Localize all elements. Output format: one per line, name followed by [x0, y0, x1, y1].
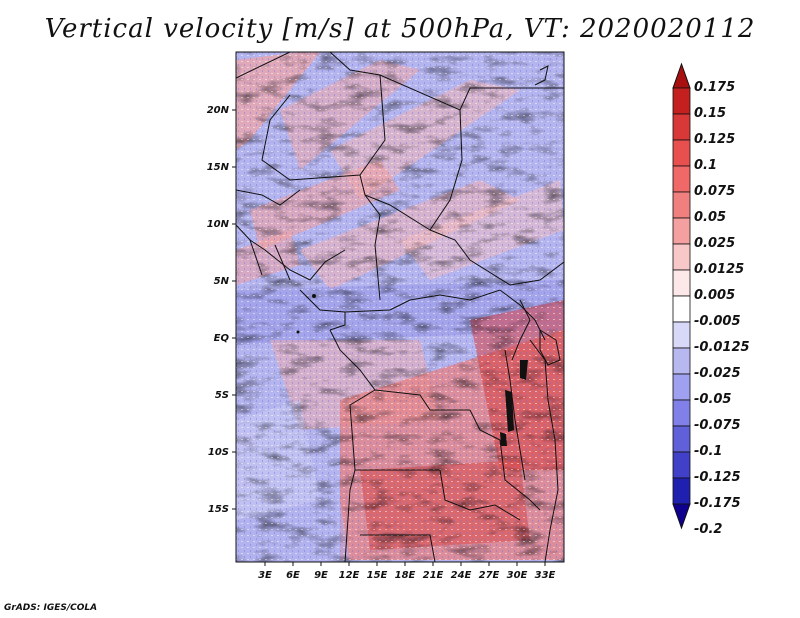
lakes — [296, 294, 528, 446]
lon-label: 6E — [286, 570, 300, 581]
lon-label: 30E — [507, 570, 528, 581]
colorbar-top-arrow — [672, 62, 691, 89]
colorbar-segment — [672, 399, 691, 427]
colorbar-segment — [672, 451, 691, 479]
colorbar-label: -0.125 — [694, 470, 741, 485]
colorbar-label: -0.0125 — [694, 340, 750, 355]
lon-label: 33E — [535, 570, 556, 581]
colorbar-label: -0.2 — [694, 522, 723, 537]
lon-label: 27E — [479, 570, 500, 581]
colorbar-label: 0.075 — [694, 184, 736, 199]
colorbar-label: 0.125 — [694, 132, 736, 147]
colorbar-bottom-arrow — [672, 503, 691, 530]
colorbar-segment — [672, 139, 691, 167]
colorbar-segment — [672, 87, 691, 115]
colorbar-label: -0.075 — [694, 418, 741, 433]
lon-label: 12E — [339, 570, 360, 581]
lon-label: 9E — [314, 570, 328, 581]
colorbar-label: -0.1 — [694, 444, 723, 459]
colorbar-label: -0.05 — [694, 392, 732, 407]
lon-label: 18E — [395, 570, 416, 581]
colorbar-segment — [672, 191, 691, 219]
lat-label: EQ — [214, 333, 230, 344]
map-frame — [235, 51, 565, 563]
colorbar-label: -0.025 — [694, 366, 741, 381]
colorbar-segment — [672, 425, 691, 453]
grads-credit: GrADS: IGES/COLA — [4, 603, 98, 613]
colorbar-segment — [672, 243, 691, 271]
colorbar-segment — [672, 373, 691, 401]
colorbar-label: 0.005 — [694, 288, 736, 303]
colorbar-segment — [672, 321, 691, 349]
colorbar-segment — [672, 269, 691, 297]
lon-label: 3E — [258, 570, 272, 581]
colorbar-label: 0.15 — [694, 106, 727, 121]
colorbar-label: 0.175 — [694, 80, 736, 95]
lat-label: 10N — [207, 219, 230, 230]
colorbar-segment — [672, 295, 691, 323]
colorbar-segment — [672, 347, 691, 375]
colorbar-label: 0.05 — [694, 210, 727, 225]
lon-label: 21E — [423, 570, 444, 581]
latitude-axis: 20N 15N 10N 5N EQ 5S 10S 15S — [207, 105, 236, 515]
map-title: Vertical velocity [m/s] at 500hPa, VT: 2… — [44, 14, 756, 44]
colorbar-label: 0.0125 — [694, 262, 745, 277]
colorbar-label: 0.1 — [694, 158, 718, 173]
colorbar — [672, 62, 691, 530]
lat-label: 20N — [207, 105, 230, 116]
lat-label: 5S — [215, 390, 229, 401]
lat-label: 15S — [208, 504, 229, 515]
lon-label: 15E — [367, 570, 388, 581]
colorbar-segment — [672, 477, 691, 505]
colorbar-label: -0.175 — [694, 496, 741, 511]
lat-label: 10S — [208, 447, 229, 458]
colorbar-segment — [672, 165, 691, 193]
lon-label: 24E — [451, 570, 472, 581]
lat-label: 5N — [214, 276, 230, 287]
velocity-field — [236, 52, 564, 562]
colorbar-label: 0.025 — [694, 236, 736, 251]
country-borders — [236, 52, 564, 562]
lat-label: 15N — [207, 162, 230, 173]
colorbar-segment — [672, 217, 691, 245]
longitude-axis: 3E 6E 9E 12E 15E 18E 21E 24E 27E 30E 33E — [258, 562, 556, 581]
colorbar-label: -0.005 — [694, 314, 741, 329]
colorbar-segment — [672, 113, 691, 141]
